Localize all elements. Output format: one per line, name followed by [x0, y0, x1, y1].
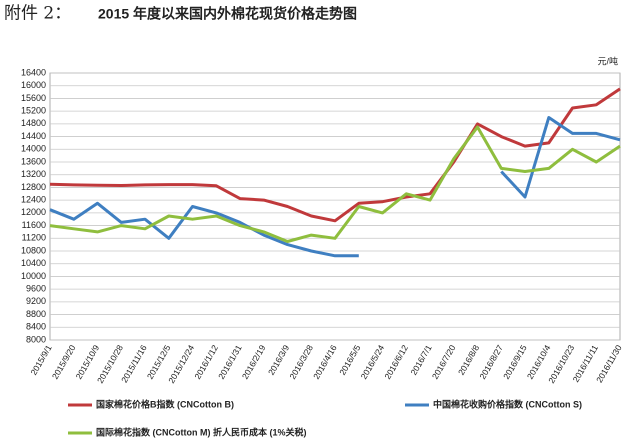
- y-tick-label: 10800: [21, 245, 46, 255]
- y-tick-label: 13600: [21, 156, 46, 166]
- plot-frame: [49, 72, 621, 341]
- y-tick-label: 14400: [21, 131, 46, 141]
- y-tick-label: 11200: [22, 233, 46, 243]
- y-tick-label: 9600: [26, 284, 46, 294]
- x-tick-label: 2016/7/1: [408, 343, 433, 377]
- y-tick-label: 10000: [21, 271, 46, 281]
- x-tick-label: 2016/2/19: [240, 343, 268, 381]
- series-line: [49, 125, 621, 243]
- x-tick-label: 2016/4/16: [311, 343, 339, 381]
- legend-label: 中国棉花收购价格指数 (CNCotton S): [433, 398, 582, 409]
- y-tick-label: 14800: [21, 118, 46, 128]
- legend-label: 国际棉花指数 (CNCotton M) 折人民币成本 (1%关税): [96, 426, 306, 437]
- series-line: [49, 87, 621, 223]
- x-tick-label: 2016/5/5: [337, 343, 362, 377]
- y-tick-label: 13200: [21, 169, 46, 179]
- y-tick-label: 16000: [21, 80, 46, 90]
- unit-label: 元/吨: [597, 55, 618, 66]
- y-tick-label: 14000: [21, 144, 46, 154]
- chart-title: 2015 年度以来国内外棉花现货价格走势图: [98, 6, 357, 22]
- x-tick-label: 2015/9/1: [28, 343, 53, 377]
- y-tick-label: 8000: [26, 334, 46, 344]
- y-tick-label: 15600: [21, 93, 46, 103]
- y-tick-label: 12400: [21, 195, 46, 205]
- y-tick-label: 12800: [21, 182, 46, 192]
- y-tick-label: 11600: [22, 220, 46, 230]
- y-tick-label: 16400: [21, 67, 46, 77]
- y-tick-label: 9200: [26, 296, 46, 306]
- x-tick-label: 2016/7/20: [430, 343, 458, 381]
- y-tick-label: 8400: [26, 322, 46, 332]
- legend-label: 国家棉花价格B指数 (CNCotton B): [96, 398, 234, 409]
- x-tick-label: 2016/8/8: [456, 343, 481, 377]
- y-tick-label: 12000: [21, 207, 46, 217]
- series-line: [49, 116, 621, 258]
- chart-label: 附件 2：: [4, 4, 71, 24]
- y-tick-label: 8800: [26, 309, 46, 319]
- x-tick-label: 2016/3/9: [266, 343, 291, 377]
- y-tick-label: 15200: [21, 106, 46, 116]
- x-tick-label: 2016/6/12: [382, 343, 410, 381]
- y-tick-label: 10400: [21, 258, 46, 268]
